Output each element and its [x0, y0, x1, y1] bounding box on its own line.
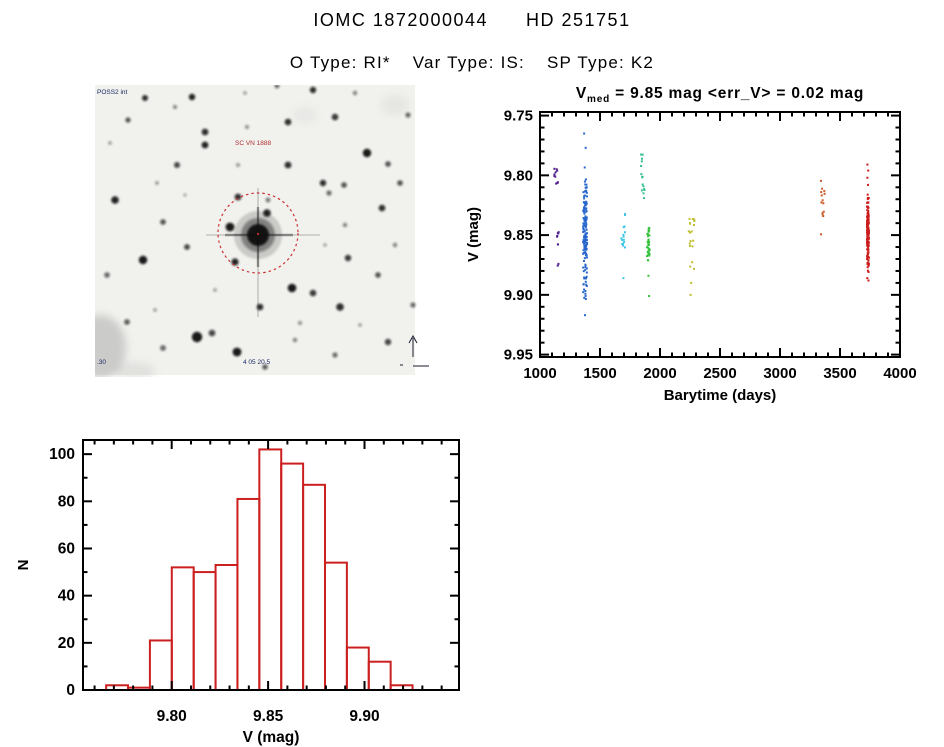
scatter-points	[553, 132, 870, 317]
histogram-tick-labels: 9.80 9.85 9.90 0 20 40 60 80 100	[49, 446, 379, 725]
page-subtitle: O Type: RI* Var Type: IS: SP Type: K2	[0, 53, 944, 73]
survey-label: POSS2 int	[97, 89, 128, 96]
svg-text:20: 20	[58, 635, 75, 652]
magnitude-histogram: 9.80 9.85 9.90 0 20 40 60 80 100 V (mag) N	[15, 439, 460, 746]
star-field	[104, 85, 416, 370]
scatter-xlabel: Barytime (days)	[664, 387, 777, 404]
svg-text:2500: 2500	[703, 365, 736, 382]
svg-text:100: 100	[49, 446, 75, 463]
lightcurve-panel: Vmed = 9.85 mag <err_V> = 0.02 mag 1000 1…	[460, 85, 944, 420]
svg-text:9.75: 9.75	[504, 108, 533, 125]
vmed-symbol: V	[575, 85, 588, 102]
finding-chart: POSS2 int SC VN 1888 .30 4 05 20.5	[95, 85, 435, 377]
svg-text:9.80: 9.80	[157, 708, 187, 725]
histogram-panel: 9.80 9.85 9.90 0 20 40 60 80 100 V (mag) N	[0, 420, 470, 747]
subtitle-otype: O Type: RI*	[289, 53, 391, 72]
subtitle-vartype: Var Type: IS:	[412, 53, 525, 72]
target-label: SC VN 1888	[235, 140, 272, 147]
histogram-xlabel: V (mag)	[243, 729, 300, 746]
scatter-axes	[539, 111, 901, 358]
svg-text:80: 80	[58, 493, 75, 510]
scatter-ylabel: V (mag)	[465, 207, 482, 262]
svg-text:1000: 1000	[523, 365, 556, 382]
svg-text:4000: 4000	[883, 365, 916, 382]
diffuse-smudges	[95, 95, 409, 377]
subtitle-sptype: SP Type: K2	[546, 53, 655, 72]
svg-text:3000: 3000	[763, 365, 796, 382]
svg-text:9.95: 9.95	[504, 347, 533, 364]
histogram-ylabel: N	[15, 560, 32, 571]
title-hd-id: HD 251751	[526, 10, 631, 30]
svg-text:9.85: 9.85	[504, 227, 533, 244]
vmed-subscript: med	[587, 94, 611, 106]
lightcurve-plot: 1000 1500 2000 2500 3000 3500 4000 9.75 9.80 9.85…	[465, 108, 917, 404]
page-title: IOMC 1872000044 HD 251751	[0, 10, 944, 31]
scatter-tick-labels: 1000 1500 2000 2500 3000 3500 4000 9.75 9.80 9.85…	[504, 108, 917, 382]
svg-text:1500: 1500	[583, 365, 616, 382]
finding-chart-image: POSS2 int SC VN 1888 .30 4 05 20.5	[95, 85, 429, 377]
svg-text:9.90: 9.90	[349, 708, 379, 725]
vmed-value-text: = 9.85 mag <err_V> = 0.02 mag	[610, 85, 865, 102]
histogram-axes	[82, 439, 460, 691]
svg-text:0: 0	[66, 682, 75, 699]
svg-text:3500: 3500	[823, 365, 856, 382]
aperture-circle	[217, 192, 299, 274]
aperture-center-dot	[256, 232, 260, 236]
title-iomc-id: IOMC 1872000044	[313, 10, 489, 30]
svg-text:40: 40	[58, 588, 75, 605]
svg-text:60: 60	[58, 540, 75, 557]
lightcurve-title: Vmed = 9.85 mag <err_V> = 0.02 mag	[520, 85, 920, 105]
svg-text:9.80: 9.80	[504, 167, 533, 184]
coord-label: 4 05 20.5	[243, 359, 270, 366]
scale-label: .30	[97, 359, 106, 366]
compass-icon	[400, 334, 429, 367]
histogram-bars	[105, 448, 414, 692]
svg-text:2000: 2000	[643, 365, 676, 382]
svg-text:9.85: 9.85	[253, 708, 284, 725]
svg-text:9.90: 9.90	[504, 287, 533, 304]
